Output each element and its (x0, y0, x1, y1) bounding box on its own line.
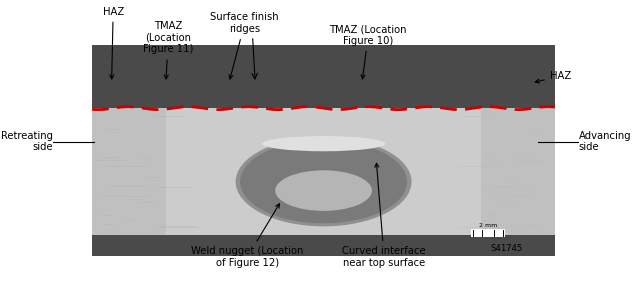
Text: Retreating
side: Retreating side (1, 131, 52, 153)
Text: HAZ: HAZ (102, 6, 124, 79)
Text: TMAZ
(Location
Figure 11): TMAZ (Location Figure 11) (143, 21, 193, 79)
Bar (92, 45, 555, 256)
Ellipse shape (236, 137, 411, 226)
Text: Surface finish
ridges: Surface finish ridges (210, 12, 279, 79)
Text: 2 mm: 2 mm (479, 223, 497, 228)
Bar (92, 108, 166, 235)
Text: Advancing
side: Advancing side (579, 131, 631, 153)
Bar (481, 108, 555, 235)
Ellipse shape (275, 170, 372, 211)
Text: S41745: S41745 (490, 244, 523, 253)
Bar (92, 108, 555, 235)
Text: Curved interface
near top surface: Curved interface near top surface (343, 163, 426, 268)
Text: HAZ: HAZ (535, 71, 571, 83)
Text: Weld nugget (Location
of Figure 12): Weld nugget (Location of Figure 12) (191, 204, 303, 268)
Text: TMAZ (Location
Figure 10): TMAZ (Location Figure 10) (329, 24, 407, 79)
Ellipse shape (262, 136, 385, 151)
Bar (471, 229, 505, 237)
Ellipse shape (240, 140, 407, 223)
